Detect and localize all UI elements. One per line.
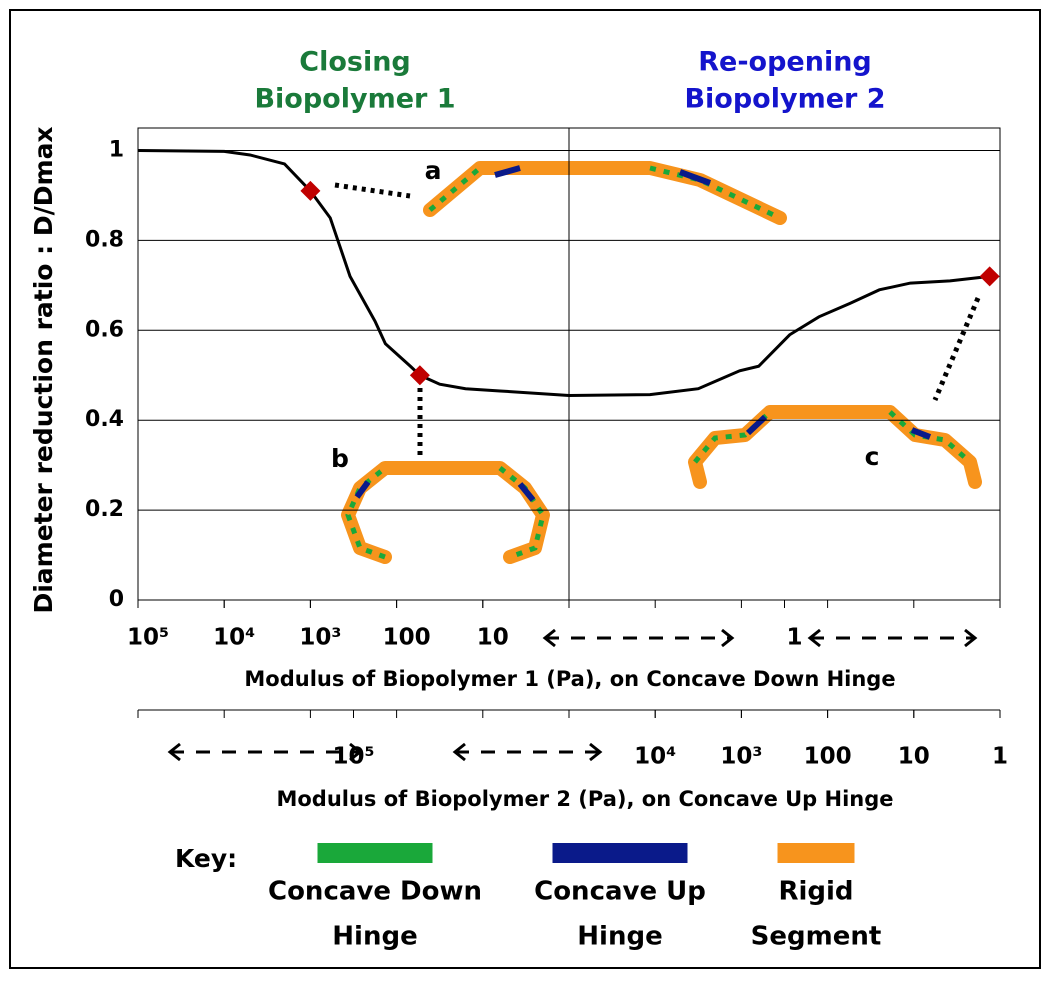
key-label: Segment (751, 922, 882, 952)
arrow-head (964, 628, 978, 648)
x-tick-label: 100 (383, 625, 431, 651)
x-tick-label: 10 (477, 625, 509, 651)
leader (334, 182, 411, 199)
annotation: b (331, 444, 349, 473)
x2-tick-label: 10³ (720, 744, 762, 770)
x2-axis-title: Modulus of Biopolymer 2 (Pa), on Concave… (276, 787, 893, 811)
arrow-head (167, 742, 181, 762)
x-tick-label: 10³ (299, 625, 341, 651)
x-tick-label: 10⁴ (213, 625, 255, 651)
annotation: a (425, 156, 442, 185)
annotation: c (865, 442, 880, 471)
x2-tick-label: 1 (992, 744, 1008, 770)
hinge-b (354, 480, 371, 499)
y-tick-label: 0.4 (85, 407, 124, 432)
arrow-head (349, 742, 363, 762)
hinge-a (678, 169, 712, 186)
key-title: Key: (175, 844, 237, 873)
x-tick-label: 10⁵ (127, 625, 169, 651)
y-tick-label: 1 (109, 137, 124, 162)
marker (300, 180, 321, 201)
diagrams (334, 161, 982, 564)
x2-tick-label: 10⁴ (634, 744, 676, 770)
x-axis-title: Modulus of Biopolymer 1 (Pa), on Concave… (244, 667, 895, 691)
hinge-b (517, 482, 536, 502)
hinge-a (494, 165, 521, 178)
key-label: Hinge (332, 922, 417, 952)
header: Biopolymer 1 (254, 84, 455, 115)
y-axis-title: Diameter reduction ratio : D/Dmax (29, 126, 58, 613)
hinge-a (428, 166, 482, 212)
y-tick-label: 0.6 (85, 317, 124, 342)
arrow-head (542, 628, 556, 648)
arrow-head (452, 742, 466, 762)
hinge-c (693, 410, 772, 464)
hinge-c (745, 414, 768, 436)
marker (979, 266, 1000, 287)
hinge-b (345, 466, 387, 560)
key-label: Rigid (778, 877, 853, 907)
arrow-head (589, 742, 603, 762)
key-swatch (777, 843, 855, 863)
key-label: Concave Up (534, 877, 706, 907)
leader (932, 297, 981, 401)
shape-a (423, 161, 787, 225)
key-label: Concave Down (268, 877, 482, 907)
arrow-head (721, 628, 735, 648)
hinge-c (888, 410, 972, 464)
header: Biopolymer 2 (684, 84, 885, 115)
x2-tick-label: 100 (804, 744, 852, 770)
hinge-c (910, 427, 932, 440)
key-swatch (552, 843, 688, 863)
line (137, 148, 990, 397)
y-tick-label: 0.8 (85, 227, 124, 252)
x-tick-label: 1 (786, 625, 802, 651)
key-swatch (317, 843, 433, 863)
header: Re-opening (698, 47, 872, 78)
shape-c (688, 405, 982, 489)
key-label: Hinge (577, 922, 662, 952)
hinge-a (649, 165, 782, 221)
header: Closing (299, 47, 411, 78)
y-tick-label: 0.2 (85, 497, 124, 522)
frame (9, 9, 1041, 969)
arrow-head (807, 628, 821, 648)
marker (409, 365, 430, 386)
x2-tick-label: 10 (898, 744, 930, 770)
y-tick-label: 0 (109, 587, 124, 612)
